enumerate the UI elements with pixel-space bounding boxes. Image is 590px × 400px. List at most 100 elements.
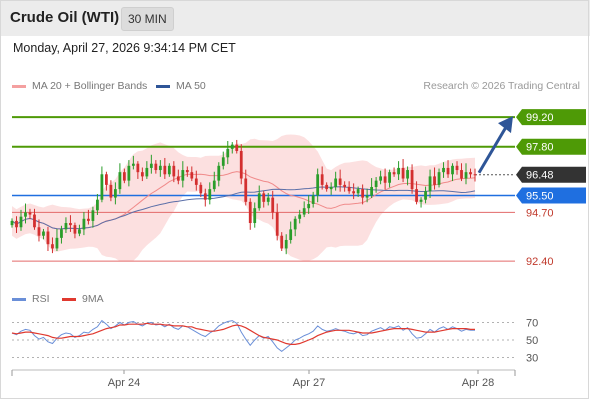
- candle-body: [293, 218, 297, 230]
- candle-body: [42, 231, 45, 236]
- level-label-resistance-0: 99.20: [516, 109, 586, 126]
- candle-body: [365, 195, 369, 198]
- rsi-tick-50: 50: [526, 335, 538, 347]
- candle-body: [28, 212, 32, 215]
- candle-body: [127, 165, 131, 181]
- candle-body: [392, 172, 396, 175]
- candle-body: [212, 180, 216, 190]
- candle-body: [473, 174, 477, 176]
- level-tag-2: [516, 166, 586, 183]
- candle-body: [379, 176, 382, 181]
- x-tick-label-0: Apr 24: [108, 377, 140, 389]
- candle-body: [347, 187, 351, 192]
- candle-body: [46, 231, 50, 245]
- candle-body: [338, 178, 342, 185]
- candle-body: [469, 172, 472, 175]
- legend-rsi-label: RSI: [32, 293, 50, 305]
- candle-body: [361, 189, 365, 198]
- candle-body: [446, 167, 450, 175]
- candle-body: [262, 193, 266, 202]
- legend-9ma: 9MA: [62, 293, 104, 305]
- candle-body: [401, 167, 405, 179]
- candle-body: [455, 165, 459, 171]
- ma9-swatch-icon: [62, 297, 76, 301]
- copyright-note: Research © 2026 Trading Central: [423, 80, 580, 92]
- target-arrow-shaft: [477, 126, 508, 174]
- candle-body: [185, 170, 189, 173]
- candle-body: [194, 178, 198, 185]
- level-value-3: 95.50: [526, 190, 554, 202]
- level-label-last-price-2: 96.48: [516, 166, 586, 183]
- candle-body: [316, 174, 320, 196]
- candle-body: [109, 184, 113, 198]
- target-arrow-icon: [498, 116, 513, 134]
- candle-body: [37, 227, 41, 236]
- candle-body: [87, 218, 90, 221]
- candle-body: [464, 172, 468, 179]
- candle-body: [230, 144, 234, 149]
- ma50-line: [11, 186, 476, 230]
- candle-body: [307, 203, 311, 209]
- candle-body: [244, 178, 248, 202]
- candle-body: [172, 165, 176, 177]
- candle-body: [190, 172, 194, 179]
- level-label-pivot-3: 95.50: [516, 187, 586, 204]
- level-value-4: 94.70: [526, 207, 554, 219]
- legend-ma50-label: MA 50: [176, 80, 206, 92]
- candle-body: [113, 189, 117, 198]
- candle-body: [73, 225, 77, 234]
- candle-body: [163, 165, 167, 175]
- candle-body: [460, 170, 463, 179]
- candle-body: [298, 214, 302, 219]
- candle-body: [149, 163, 153, 168]
- candle-body: [284, 239, 288, 249]
- candle-body: [248, 201, 252, 224]
- level-value-2: 96.48: [526, 170, 554, 182]
- candle-body: [280, 235, 284, 249]
- candle-body: [19, 216, 23, 228]
- candle-body: [257, 193, 261, 209]
- candle-body: [131, 163, 135, 166]
- candle-body: [33, 214, 36, 228]
- level-tag-3: [516, 187, 586, 204]
- candle-body: [370, 187, 374, 196]
- candle-body: [451, 165, 454, 175]
- level-tag-1: [516, 138, 586, 155]
- candle-body: [203, 193, 207, 200]
- candle-body: [302, 208, 306, 215]
- candle-body: [352, 191, 356, 194]
- rsi-tick-70: 70: [526, 317, 538, 329]
- candle-body: [64, 223, 68, 230]
- x-tick-label-2: Apr 28: [462, 377, 494, 389]
- chart-header: Crude Oil (WTI) 30 MIN: [0, 0, 590, 36]
- candle-body: [383, 176, 387, 183]
- candle-body: [154, 163, 158, 171]
- candle-body: [329, 187, 333, 190]
- candle-body: [424, 191, 427, 200]
- rsi-tick-30: 30: [526, 353, 538, 365]
- instrument-title: Crude Oil (WTI): [10, 9, 120, 26]
- timeframe-badge[interactable]: 30 MIN: [121, 7, 174, 31]
- candle-body: [208, 189, 212, 200]
- candle-body: [334, 178, 338, 187]
- candle-body: [51, 244, 54, 249]
- candle-body: [69, 223, 72, 226]
- candle-body: [221, 157, 225, 166]
- candle-body: [406, 170, 409, 179]
- candle-body: [136, 163, 140, 173]
- candle-body: [181, 170, 185, 181]
- candle-body: [235, 144, 239, 151]
- candle-body: [199, 184, 203, 194]
- rsi-swatch-icon: [12, 297, 26, 301]
- candle-body: [82, 218, 86, 230]
- candle-body: [320, 174, 324, 185]
- candle-body: [10, 220, 14, 226]
- level-value-0: 99.20: [526, 112, 554, 124]
- legend-ma50: MA 50: [156, 80, 206, 92]
- candle-body: [311, 195, 315, 204]
- rsi-ma9-line: [11, 322, 475, 345]
- candle-body: [271, 197, 275, 213]
- candle-body: [122, 172, 126, 181]
- x-tick-label-1: Apr 27: [293, 377, 325, 389]
